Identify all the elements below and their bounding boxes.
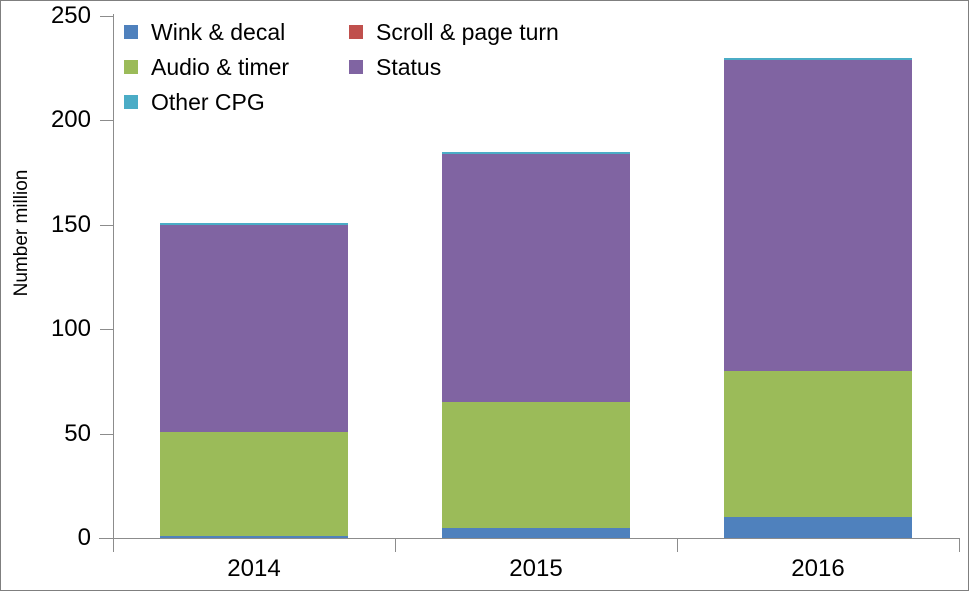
bar-segment-wink-decal-2016 <box>724 517 912 538</box>
legend-swatch-other-cpg <box>124 95 138 109</box>
legend-swatch-status <box>349 60 363 74</box>
bar-segment-status-2015 <box>442 153 630 403</box>
bar-segment-other-cpg-2015 <box>442 151 630 154</box>
x-tick-mark <box>959 538 960 552</box>
y-tick-label: 100 <box>50 315 91 343</box>
legend-label-audio-timer: Audio & timer <box>151 54 290 80</box>
bar-segment-other-cpg-2014 <box>160 222 348 225</box>
y-tick-mark <box>100 120 113 122</box>
bar-segment-other-cpg-2016 <box>724 57 912 60</box>
legend-label-wink-decal: Wink & decal <box>151 19 286 45</box>
x-axis-category-label: 2014 <box>227 555 281 582</box>
y-tick-label: 250 <box>50 2 91 29</box>
y-tick-label: 150 <box>50 210 91 238</box>
x-axis-line <box>99 538 959 539</box>
y-tick-mark <box>100 329 113 331</box>
x-tick-mark <box>395 538 396 552</box>
x-axis-category-label: 2016 <box>791 555 845 582</box>
legend-label-other-cpg: Other CPG <box>151 89 265 115</box>
bar-segment-audio-timer-2016 <box>724 370 912 518</box>
y-tick-label: 0 <box>77 524 91 551</box>
y-tick-mark <box>100 224 113 226</box>
legend-swatch-wink-decal <box>124 25 138 39</box>
y-tick-mark <box>100 433 113 435</box>
x-axis-category-label: 2015 <box>509 555 563 582</box>
legend-swatch-scroll-page-turn <box>349 25 363 39</box>
y-tick-label: 200 <box>50 106 91 134</box>
bar-segment-wink-decal-2015 <box>442 527 630 538</box>
bar-segment-audio-timer-2015 <box>442 402 630 528</box>
legend-swatch-audio-timer <box>124 60 138 74</box>
bar-segment-audio-timer-2014 <box>160 431 348 536</box>
legend-label-scroll-page-turn: Scroll & page turn <box>376 19 559 45</box>
y-tick-label: 50 <box>64 419 91 447</box>
bar-segment-wink-decal-2014 <box>160 535 348 538</box>
y-axis-line <box>113 14 114 552</box>
legend-label-status: Status <box>376 54 442 80</box>
y-tick-mark <box>100 538 113 539</box>
bar-segment-status-2014 <box>160 224 348 432</box>
x-tick-mark <box>677 538 678 552</box>
bar-segment-status-2016 <box>724 59 912 371</box>
y-tick-mark <box>100 16 113 17</box>
